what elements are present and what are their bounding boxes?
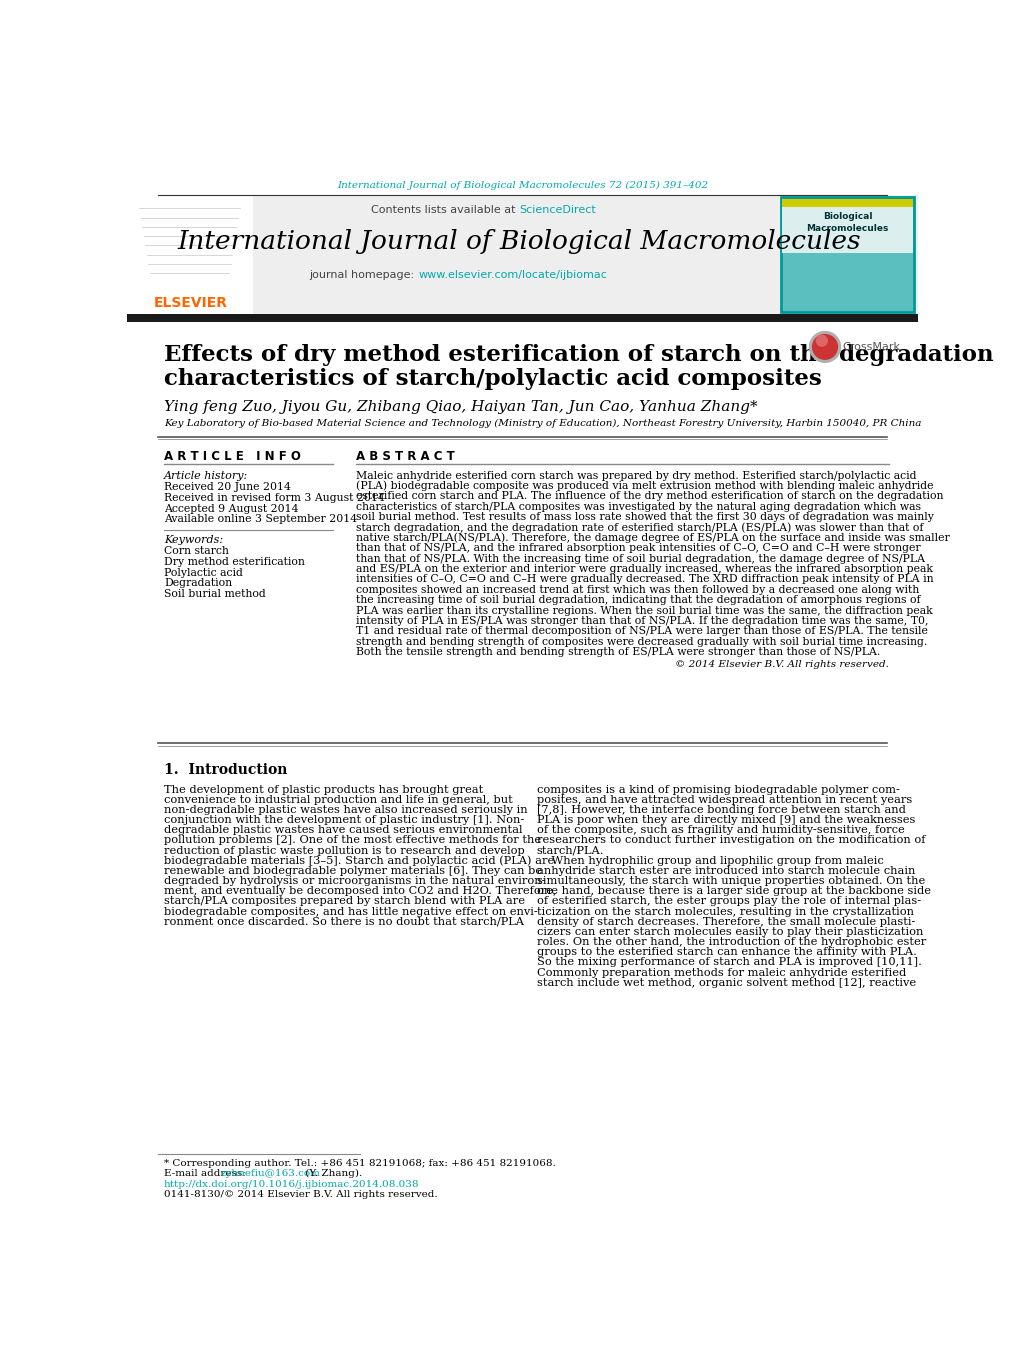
Text: native starch/PLA(NS/PLA). Therefore, the damage degree of ES/PLA on the surface: native starch/PLA(NS/PLA). Therefore, th… (356, 532, 949, 543)
Text: International Journal of Biological Macromolecules: International Journal of Biological Macr… (177, 228, 860, 254)
Text: Maleic anhydride esterified corn starch was prepared by dry method. Esterified s: Maleic anhydride esterified corn starch … (356, 470, 916, 481)
Text: than that of NS/PLA. With the increasing time of soil burial degradation, the da: than that of NS/PLA. With the increasing… (356, 554, 924, 563)
Bar (127, 313, 917, 322)
Text: International Journal of Biological Macromolecules 72 (2015) 391–402: International Journal of Biological Macr… (337, 181, 707, 189)
Text: (Y. Zhang).: (Y. Zhang). (302, 1169, 362, 1178)
Text: ScienceDirect: ScienceDirect (519, 205, 595, 215)
Text: Polylactic acid: Polylactic acid (164, 567, 243, 577)
Text: A R T I C L E   I N F O: A R T I C L E I N F O (164, 450, 301, 463)
Text: The development of plastic products has brought great: The development of plastic products has … (164, 785, 483, 794)
Text: density of starch decreases. Therefore, the small molecule plasti-: density of starch decreases. Therefore, … (536, 917, 914, 927)
Text: Effects of dry method esterification of starch on the degradation: Effects of dry method esterification of … (164, 343, 993, 366)
Text: [7,8]. However, the interface bonding force between starch and: [7,8]. However, the interface bonding fo… (536, 805, 905, 815)
Text: E-mail address:: E-mail address: (164, 1169, 249, 1178)
Text: pollution problems [2]. One of the most effective methods for the: pollution problems [2]. One of the most … (164, 835, 540, 846)
Text: CrossMark: CrossMark (842, 342, 900, 351)
Text: PLA is poor when they are directly mixed [9] and the weaknesses: PLA is poor when they are directly mixed… (536, 815, 914, 825)
Text: simultaneously, the starch with unique properties obtained. On the: simultaneously, the starch with unique p… (536, 877, 924, 886)
Text: Article history:: Article history: (164, 470, 248, 481)
Text: Degradation: Degradation (164, 578, 232, 588)
Text: Accepted 9 August 2014: Accepted 9 August 2014 (164, 504, 299, 513)
Text: ticization on the starch molecules, resulting in the crystallization: ticization on the starch molecules, resu… (536, 907, 913, 916)
Text: cizers can enter starch molecules easily to play their plasticization: cizers can enter starch molecules easily… (536, 927, 922, 938)
Text: one hand, because there is a larger side group at the backbone side: one hand, because there is a larger side… (536, 886, 929, 896)
Text: conjunction with the development of plastic industry [1]. Non-: conjunction with the development of plas… (164, 815, 524, 825)
Text: and ES/PLA on the exterior and interior were gradually increased, whereas the in: and ES/PLA on the exterior and interior … (356, 565, 932, 574)
Text: starch include wet method, organic solvent method [12], reactive: starch include wet method, organic solve… (536, 978, 915, 988)
Text: intensities of C–O, C=O and C–H were gradually decreased. The XRD diffraction pe: intensities of C–O, C=O and C–H were gra… (356, 574, 932, 585)
Text: * Corresponding author. Tel.: +86 451 82191068; fax: +86 451 82191068.: * Corresponding author. Tel.: +86 451 82… (164, 1159, 555, 1167)
Text: biodegradable composites, and has little negative effect on envi-: biodegradable composites, and has little… (164, 907, 537, 916)
Text: composites showed an increased trend at first which was then followed by a decre: composites showed an increased trend at … (356, 585, 918, 594)
Text: Both the tensile strength and bending strength of ES/PLA were stronger than thos: Both the tensile strength and bending st… (356, 647, 879, 657)
Text: 0141-8130/© 2014 Elsevier B.V. All rights reserved.: 0141-8130/© 2014 Elsevier B.V. All right… (164, 1190, 437, 1200)
Text: non-degradable plastic wastes have also increased seriously in: non-degradable plastic wastes have also … (164, 805, 527, 815)
Text: roles. On the other hand, the introduction of the hydrophobic ester: roles. On the other hand, the introducti… (536, 938, 925, 947)
Text: http://dx.doi.org/10.1016/j.ijbiomac.2014.08.038: http://dx.doi.org/10.1016/j.ijbiomac.201… (164, 1181, 419, 1189)
Text: Corn starch: Corn starch (164, 546, 228, 557)
Circle shape (812, 335, 837, 359)
Bar (781, 197, 913, 312)
Text: © 2014 Elsevier B.V. All rights reserved.: © 2014 Elsevier B.V. All rights reserved… (675, 659, 889, 669)
Text: So the mixing performance of starch and PLA is improved [10,11].: So the mixing performance of starch and … (536, 958, 921, 967)
Text: Commonly preparation methods for maleic anhydride esterified: Commonly preparation methods for maleic … (536, 967, 905, 978)
Text: zyhnefiu@163.com: zyhnefiu@163.com (220, 1169, 320, 1178)
Text: reduction of plastic waste pollution is to research and develop: reduction of plastic waste pollution is … (164, 846, 524, 855)
Text: of the composite, such as fragility and humidity-sensitive, force: of the composite, such as fragility and … (536, 825, 904, 835)
Text: www.elsevier.com/locate/ijbiomac: www.elsevier.com/locate/ijbiomac (418, 270, 606, 280)
Text: Received 20 June 2014: Received 20 June 2014 (164, 482, 290, 492)
Text: ELSEVIER: ELSEVIER (153, 296, 227, 309)
Text: ment, and eventually be decomposed into CO2 and H2O. Therefore,: ment, and eventually be decomposed into … (164, 886, 556, 896)
Text: degradable plastic wastes have caused serious environmental: degradable plastic wastes have caused se… (164, 825, 522, 835)
Bar (127, 196, 253, 313)
Circle shape (809, 331, 840, 362)
Text: esterified corn starch and PLA. The influence of the dry method esterification o: esterified corn starch and PLA. The infl… (356, 492, 943, 501)
Text: soil burial method. Test results of mass loss rate showed that the first 30 days: soil burial method. Test results of mass… (356, 512, 933, 521)
Text: characteristics of starch/polylactic acid composites: characteristics of starch/polylactic aci… (164, 369, 821, 390)
Text: starch/PLA composites prepared by starch blend with PLA are: starch/PLA composites prepared by starch… (164, 897, 525, 907)
Text: When hydrophilic group and lipophilic group from maleic: When hydrophilic group and lipophilic gr… (536, 855, 882, 866)
Text: the increasing time of soil burial degradation, indicating that the degradation : the increasing time of soil burial degra… (356, 596, 920, 605)
Text: ronment once discarded. So there is no doubt that starch/PLA: ronment once discarded. So there is no d… (164, 917, 524, 927)
Text: starch/PLA.: starch/PLA. (536, 846, 603, 855)
Text: biodegradable materials [3–5]. Starch and polylactic acid (PLA) are: biodegradable materials [3–5]. Starch an… (164, 855, 553, 866)
Text: groups to the esterified starch can enhance the affinity with PLA.: groups to the esterified starch can enha… (536, 947, 916, 958)
Text: composites is a kind of promising biodegradable polymer com-: composites is a kind of promising biodeg… (536, 785, 899, 794)
Bar (782, 199, 912, 207)
Text: Biological
Macromolecules: Biological Macromolecules (805, 212, 888, 232)
Text: journal homepage:: journal homepage: (309, 270, 418, 280)
Text: Dry method esterification: Dry method esterification (164, 557, 305, 567)
Text: A B S T R A C T: A B S T R A C T (356, 450, 454, 463)
Text: (PLA) biodegradable composite was produced via melt extrusion method with blendi: (PLA) biodegradable composite was produc… (356, 481, 932, 492)
Text: PLA was earlier than its crystalline regions. When the soil burial time was the : PLA was earlier than its crystalline reg… (356, 605, 932, 616)
Bar (782, 199, 912, 253)
Text: Key Laboratory of Bio-based Material Science and Technology (Ministry of Educati: Key Laboratory of Bio-based Material Sci… (164, 419, 920, 428)
Text: Soil burial method: Soil burial method (164, 589, 265, 598)
Text: degraded by hydrolysis or microorganisms in the natural environ-: degraded by hydrolysis or microorganisms… (164, 877, 545, 886)
Text: renewable and biodegradable polymer materials [6]. They can be: renewable and biodegradable polymer mate… (164, 866, 541, 875)
Text: anhydride starch ester are introduced into starch molecule chain: anhydride starch ester are introduced in… (536, 866, 914, 875)
Text: strength and bending strength of composites were decreased gradually with soil b: strength and bending strength of composi… (356, 636, 926, 647)
Text: Keywords:: Keywords: (164, 535, 223, 546)
Text: researchers to conduct further investigation on the modification of: researchers to conduct further investiga… (536, 835, 924, 846)
Text: Ying feng Zuo, Jiyou Gu, Zhibang Qiao, Haiyan Tan, Jun Cao, Yanhua Zhang*: Ying feng Zuo, Jiyou Gu, Zhibang Qiao, H… (164, 400, 757, 413)
Text: characteristics of starch/PLA composites was investigated by the natural aging d: characteristics of starch/PLA composites… (356, 501, 920, 512)
Text: than that of NS/PLA, and the infrared absorption peak intensities of C–O, C=O an: than that of NS/PLA, and the infrared ab… (356, 543, 920, 554)
Text: of esterified starch, the ester groups play the role of internal plas-: of esterified starch, the ester groups p… (536, 897, 920, 907)
Text: T1 and residual rate of thermal decomposition of NS/PLA were larger than those o: T1 and residual rate of thermal decompos… (356, 627, 927, 636)
Text: intensity of PLA in ES/PLA was stronger than that of NS/PLA. If the degradation : intensity of PLA in ES/PLA was stronger … (356, 616, 927, 626)
Text: Contents lists available at: Contents lists available at (371, 205, 519, 215)
Bar (127, 196, 917, 313)
Text: convenience to industrial production and life in general, but: convenience to industrial production and… (164, 794, 513, 805)
Text: Available online 3 September 2014: Available online 3 September 2014 (164, 515, 357, 524)
Text: posites, and have attracted widespread attention in recent years: posites, and have attracted widespread a… (536, 794, 911, 805)
Circle shape (815, 335, 826, 346)
Text: 1.  Introduction: 1. Introduction (164, 763, 287, 777)
Text: Received in revised form 3 August 2014: Received in revised form 3 August 2014 (164, 493, 384, 503)
Text: starch degradation, and the degradation rate of esterified starch/PLA (ES/PLA) w: starch degradation, and the degradation … (356, 523, 923, 532)
